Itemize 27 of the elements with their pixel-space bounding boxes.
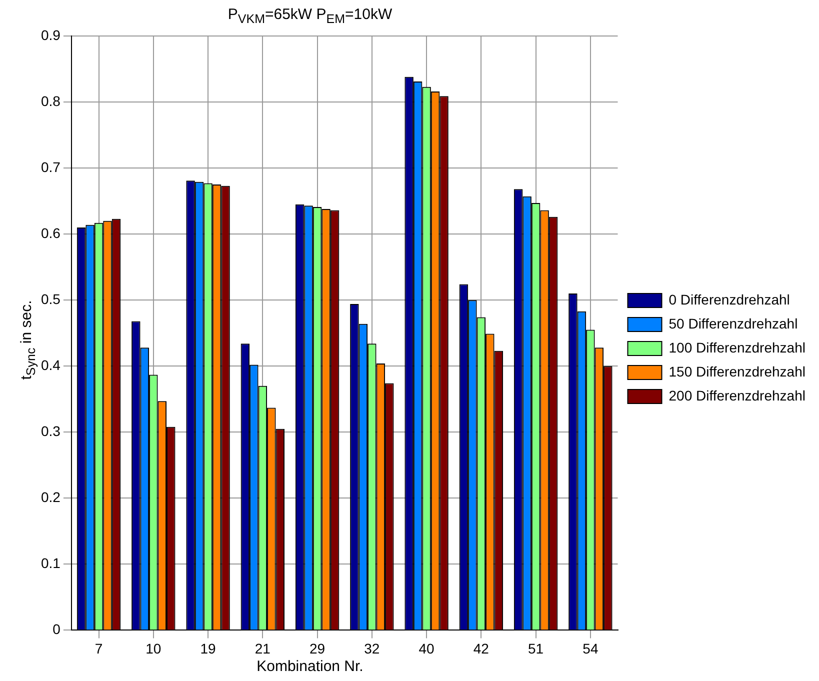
x-tick-label: 7 — [94, 640, 103, 656]
y-tick-label: 0.6 — [40, 224, 61, 241]
y-tick-label: 0.3 — [40, 422, 61, 439]
y-tick-label: 0.7 — [40, 158, 61, 175]
chart-title: P$_{VKM}$=65kW P$_{EM}$=10kW — [226, 6, 394, 26]
x-axis-title: Kombination Nr. — [256, 658, 364, 675]
x-tick-label: 10 — [146, 640, 162, 656]
legend-label: 0 Differenzdrehzahl — [668, 291, 790, 308]
y-tick-label: 0 — [52, 621, 61, 638]
legend-label: 200 Differenzdrehzahl — [668, 387, 806, 404]
x-tick-label: 51 — [528, 640, 544, 656]
y-tick-label: 0.4 — [40, 356, 61, 373]
x-tick-label: 32 — [364, 640, 380, 656]
x-tick-label: 54 — [582, 640, 598, 656]
legend-label: 150 Differenzdrehzahl — [668, 363, 806, 380]
legend-label: 100 Differenzdrehzahl — [668, 339, 806, 356]
x-tick-label: 42 — [473, 640, 490, 656]
x-tick-label: 21 — [254, 640, 271, 656]
y-tick-label: 0.2 — [40, 489, 61, 506]
x-tick-label: 40 — [418, 640, 435, 656]
y-tick-label: 0.1 — [40, 555, 61, 572]
y-tick-label: 0.8 — [40, 92, 61, 109]
x-tick-label: 19 — [200, 640, 216, 656]
y-tick-label: 0.9 — [40, 26, 61, 43]
x-tick-label: 29 — [310, 640, 326, 656]
legend-label: 50 Differenzdrehzahl — [668, 315, 798, 332]
y-tick-label: 0.5 — [40, 290, 61, 307]
